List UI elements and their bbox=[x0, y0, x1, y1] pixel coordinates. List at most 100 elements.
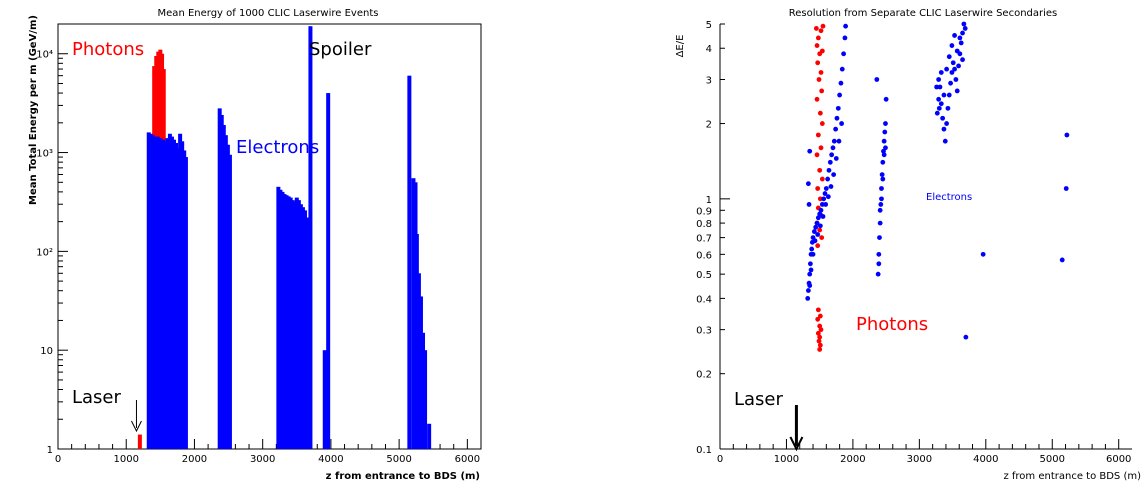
x-tick-label: 2000 bbox=[840, 454, 865, 465]
resolution-chart-ylabel: ΔE/E bbox=[675, 35, 686, 58]
electrons-point bbox=[875, 271, 881, 277]
electrons-point bbox=[836, 138, 842, 144]
electrons-point bbox=[807, 271, 813, 277]
electrons-point bbox=[956, 63, 961, 69]
electrons-bar bbox=[146, 132, 151, 449]
electrons-point bbox=[883, 145, 888, 151]
electrons-bar bbox=[294, 197, 299, 449]
electrons-point bbox=[839, 121, 845, 126]
photons-point bbox=[815, 330, 821, 336]
electrons-bar bbox=[284, 195, 289, 449]
electrons-point bbox=[815, 215, 821, 221]
electrons-bar bbox=[155, 136, 160, 450]
electrons-point bbox=[936, 77, 942, 82]
electrons-point bbox=[876, 251, 882, 257]
y-tick-label: 0.9 bbox=[696, 206, 712, 217]
electrons-point bbox=[945, 105, 951, 111]
electrons-point bbox=[948, 80, 953, 86]
electrons-point bbox=[877, 235, 882, 240]
photons-point bbox=[818, 327, 824, 333]
x-tick-label: 2000 bbox=[182, 454, 207, 465]
photons-point bbox=[813, 26, 819, 31]
photons-point bbox=[817, 227, 823, 233]
y-tick-label: 1 bbox=[706, 195, 712, 206]
electrons-point bbox=[880, 176, 886, 182]
electrons-point bbox=[818, 207, 824, 213]
electrons-bar bbox=[292, 201, 297, 449]
electrons-point bbox=[879, 196, 884, 202]
electrons-point bbox=[879, 172, 885, 178]
electrons-point bbox=[876, 261, 882, 267]
electrons-bar bbox=[278, 189, 283, 449]
electrons-point bbox=[831, 138, 837, 144]
y-tick-label: 0.1 bbox=[696, 445, 712, 456]
electrons-point bbox=[949, 70, 955, 75]
electrons-point bbox=[953, 77, 959, 82]
electrons-point bbox=[833, 156, 839, 161]
photons-bar bbox=[137, 434, 142, 449]
electrons-point bbox=[878, 202, 884, 207]
electrons-bar bbox=[322, 350, 327, 449]
photons-point bbox=[819, 48, 825, 54]
electrons-point bbox=[826, 167, 832, 173]
electrons-bar bbox=[296, 200, 301, 449]
electrons-bar bbox=[148, 133, 153, 450]
energy-chart-ylabel: Mean Total Energy per m (GeV/m) bbox=[28, 15, 39, 205]
photons-point bbox=[817, 313, 823, 319]
electrons-bar bbox=[225, 144, 230, 449]
energy-chart-plot: 0 1000 2000 3000 4000 5000 6000 1 10 10² 10³ 10⁴ bbox=[36, 23, 482, 465]
electrons-point bbox=[805, 295, 811, 301]
electrons-bar bbox=[221, 125, 226, 450]
y-tick-label: 4 bbox=[706, 44, 712, 55]
electrons-point bbox=[961, 21, 967, 27]
y-tick-label: 2 bbox=[706, 120, 712, 131]
electrons-bar bbox=[418, 296, 423, 449]
electrons-point bbox=[838, 80, 844, 86]
electrons-point bbox=[805, 181, 811, 187]
x-tick-label: 3000 bbox=[907, 454, 932, 465]
y-tick-label: 0.7 bbox=[696, 234, 712, 245]
electrons-point bbox=[815, 232, 821, 237]
electrons-point bbox=[877, 220, 883, 226]
laser-annotation: Laser bbox=[72, 387, 122, 408]
photons-point bbox=[817, 196, 823, 202]
y-tick-label: 0.8 bbox=[696, 219, 712, 230]
electrons-point bbox=[934, 84, 940, 90]
electrons-point bbox=[820, 214, 826, 219]
electrons-point bbox=[810, 251, 816, 257]
photons-point bbox=[816, 77, 822, 82]
electrons-point bbox=[882, 129, 888, 135]
electrons-point bbox=[1063, 186, 1069, 191]
electrons-point bbox=[944, 121, 949, 126]
electrons-bar bbox=[286, 196, 291, 449]
electrons-point bbox=[883, 96, 889, 102]
resolution-chart-title: Resolution from Separate CLIC Laserwire … bbox=[789, 8, 1058, 19]
electrons-point bbox=[879, 186, 884, 191]
photons-point bbox=[815, 186, 821, 191]
electrons-point bbox=[946, 54, 952, 60]
electrons-point bbox=[817, 223, 823, 229]
electrons-point bbox=[806, 202, 812, 207]
y-tick-label: 10 bbox=[40, 346, 53, 357]
photons-point bbox=[817, 342, 823, 348]
y-tick-label: 0.5 bbox=[696, 270, 712, 281]
photons-point bbox=[819, 176, 825, 182]
y-tick-label: 10² bbox=[36, 247, 53, 258]
electrons-point bbox=[941, 92, 947, 98]
electrons-point bbox=[839, 66, 845, 72]
electrons-point bbox=[942, 138, 948, 144]
electrons-annotation: Electrons bbox=[926, 192, 972, 203]
laser-arrow-head-icon bbox=[131, 420, 142, 433]
y-tick-label: 1 bbox=[47, 445, 53, 456]
electrons-bar bbox=[150, 135, 155, 449]
electrons-point bbox=[834, 115, 840, 121]
electrons-point bbox=[949, 43, 955, 48]
y-tick-label: 0.4 bbox=[696, 294, 712, 305]
electrons-bar bbox=[223, 135, 228, 449]
x-tick-label: 3000 bbox=[250, 454, 275, 465]
electrons-point bbox=[962, 26, 968, 31]
electrons-point bbox=[934, 110, 940, 116]
electrons-point bbox=[880, 159, 886, 165]
y-tick-label: 10⁴ bbox=[36, 50, 53, 61]
electrons-bar bbox=[423, 350, 428, 449]
